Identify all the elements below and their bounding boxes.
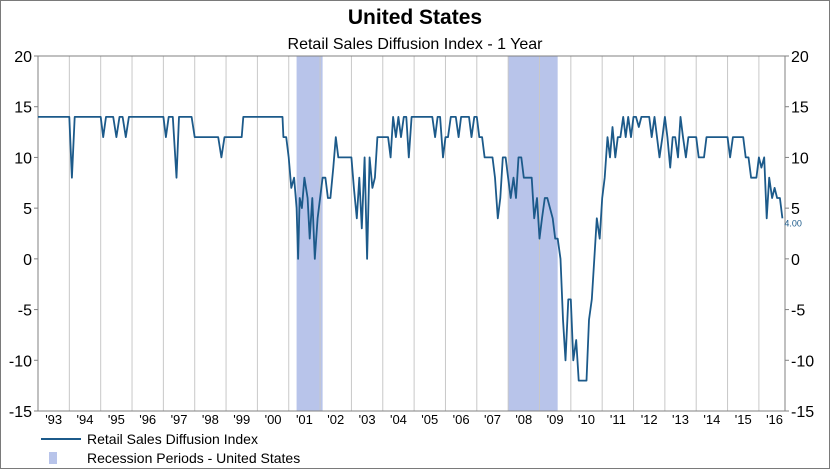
x-tick-label: '94 [77, 412, 94, 427]
x-tick-label: '93 [45, 412, 62, 427]
x-tick-label: '03 [359, 412, 376, 427]
y-tick-label-left: 0 [23, 252, 32, 269]
y-tick-label-left: -10 [9, 353, 32, 370]
legend-recession-swatch [49, 452, 57, 464]
x-tick-label: '06 [453, 412, 470, 427]
x-tick-label: '04 [390, 412, 407, 427]
x-tick-label: '09 [547, 412, 564, 427]
y-tick-label-right: 15 [791, 100, 809, 117]
chart-subtitle: Retail Sales Diffusion Index - 1 Year [288, 36, 544, 53]
legend: Retail Sales Diffusion Index Recession P… [41, 431, 300, 466]
y-axis-left: 20 15 10 5 0 -5 -10 -15 [9, 49, 38, 421]
x-tick-label: '97 [171, 412, 188, 427]
x-tick-label: '01 [296, 412, 313, 427]
x-tick-label: '15 [735, 412, 752, 427]
y-tick-label-right: 10 [791, 150, 809, 167]
x-tick-label: '02 [327, 412, 344, 427]
plot-area [37, 55, 786, 412]
recession-bands [296, 56, 558, 411]
y-tick-label-left: 10 [14, 150, 32, 167]
y-tick-label-right: -5 [791, 303, 805, 320]
y-tick-label-left: 15 [14, 100, 32, 117]
x-tick-label: '00 [265, 412, 282, 427]
vertical-gridlines [68, 56, 760, 411]
x-tick-label: '95 [108, 412, 125, 427]
y-tick-label-right: 5 [791, 201, 800, 218]
x-tick-label: '05 [421, 412, 438, 427]
y-tick-label-right: 0 [791, 252, 800, 269]
series-line-retail-sales [38, 116, 784, 382]
y-tick-label-right: -15 [791, 404, 814, 421]
x-tick-label: '12 [641, 412, 658, 427]
x-tick-label: '99 [233, 412, 250, 427]
x-tick-label: '14 [703, 412, 720, 427]
x-tick-label: '10 [578, 412, 595, 427]
x-tick-label: '96 [139, 412, 156, 427]
y-axis-right: 20 15 10 5 0 -5 -10 -15 [785, 49, 814, 421]
x-tick-label: '07 [484, 412, 501, 427]
chart-title: United States [348, 6, 482, 29]
y-tick-label-left: -15 [9, 404, 32, 421]
y-tick-label-left: -5 [18, 303, 32, 320]
y-tick-label-left: 20 [14, 49, 32, 66]
y-tick-label-right: -10 [791, 353, 814, 370]
y-tick-label-right: 20 [791, 49, 809, 66]
x-tick-label: '98 [202, 412, 219, 427]
plot-border [37, 55, 786, 412]
legend-label-retail-sales: Retail Sales Diffusion Index [87, 431, 258, 447]
x-tick-label: '11 [610, 412, 626, 427]
x-tick-label: '16 [766, 412, 783, 427]
recession-band-2 [508, 56, 558, 411]
legend-label-recession: Recession Periods - United States [87, 450, 300, 466]
x-tick-label: '08 [515, 412, 532, 427]
y-tick-label-left: 5 [23, 201, 32, 218]
x-tick-label: '13 [672, 412, 689, 427]
end-value-label: 4.00 [784, 218, 802, 228]
x-axis: '93 '94 '95 '96 '97 '98 '99 '00 '01 '02 '03 '04 '05 '… [45, 412, 783, 427]
